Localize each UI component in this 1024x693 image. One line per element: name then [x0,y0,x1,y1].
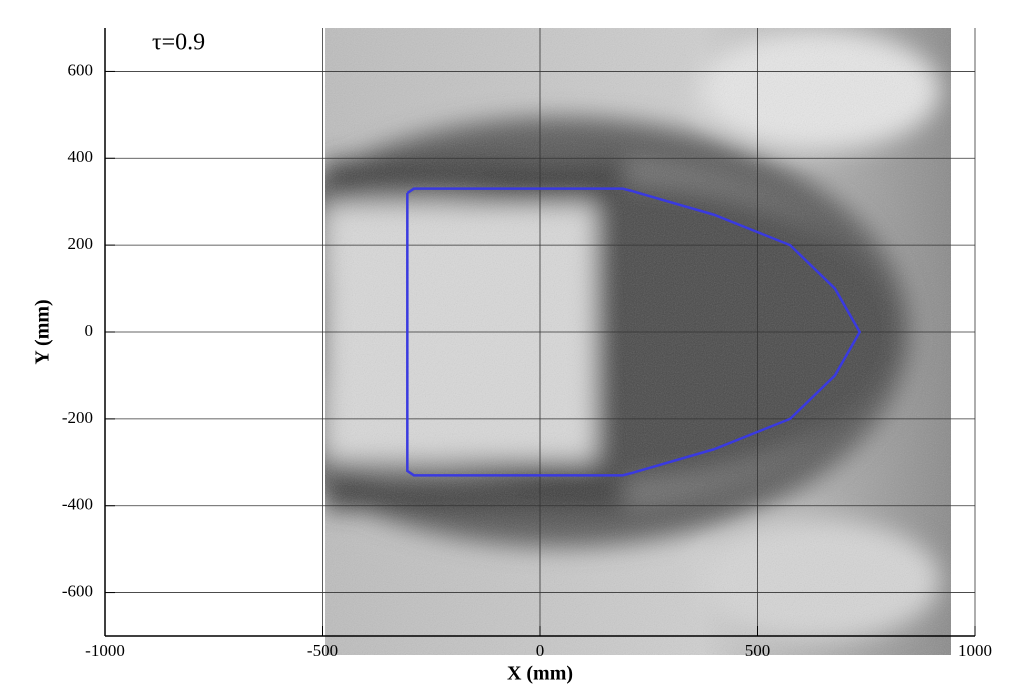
x-tick-label: 0 [536,641,545,660]
annotation: τ=0.9 [152,30,205,56]
x-tick-label: 500 [745,641,771,660]
x-tick-label: 1000 [958,641,992,660]
x-tick-label: -500 [307,641,338,660]
y-tick-label: 600 [68,60,94,79]
y-tick-label: -400 [62,495,93,514]
y-tick-label: 200 [68,234,94,253]
photo [210,28,951,655]
x-axis-label: X (mm) [507,663,573,685]
y-tick-label: 0 [85,321,94,340]
y-tick-label: -600 [62,581,93,600]
y-tick-label: 400 [68,147,94,166]
y-tick-label: -200 [62,408,93,427]
y-axis-label: Y (mm) [32,299,54,364]
x-tick-label: -1000 [85,641,125,660]
